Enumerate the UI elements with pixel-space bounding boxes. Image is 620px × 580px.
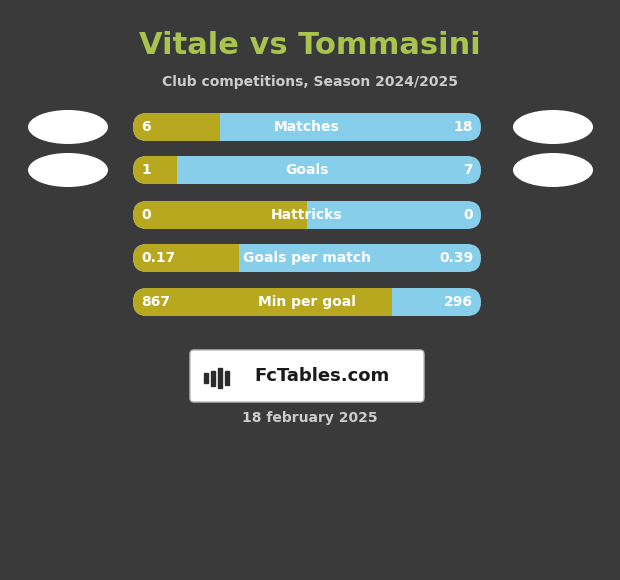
Bar: [211, 371, 215, 386]
Text: Club competitions, Season 2024/2025: Club competitions, Season 2024/2025: [162, 75, 458, 89]
Text: 867: 867: [141, 295, 170, 309]
Bar: [204, 373, 208, 383]
FancyBboxPatch shape: [133, 201, 321, 229]
Text: Goals per match: Goals per match: [243, 251, 371, 265]
Text: 1: 1: [141, 163, 151, 177]
FancyBboxPatch shape: [133, 156, 190, 184]
Bar: [225, 371, 229, 385]
Bar: [218, 368, 222, 388]
Text: 7: 7: [463, 163, 473, 177]
FancyBboxPatch shape: [133, 288, 406, 316]
Text: FcTables.com: FcTables.com: [254, 367, 389, 385]
Text: 0.17: 0.17: [141, 251, 175, 265]
Text: 0: 0: [141, 208, 151, 222]
Ellipse shape: [513, 110, 593, 144]
Text: 0: 0: [463, 208, 473, 222]
Text: 296: 296: [444, 295, 473, 309]
Ellipse shape: [28, 153, 108, 187]
Text: 6: 6: [141, 120, 151, 134]
FancyBboxPatch shape: [133, 156, 481, 184]
FancyBboxPatch shape: [133, 244, 253, 272]
FancyBboxPatch shape: [133, 113, 234, 141]
Text: Goals: Goals: [285, 163, 329, 177]
FancyBboxPatch shape: [133, 113, 481, 141]
Text: Hattricks: Hattricks: [272, 208, 343, 222]
Ellipse shape: [513, 153, 593, 187]
Text: 18: 18: [453, 120, 473, 134]
FancyBboxPatch shape: [133, 244, 481, 272]
Text: 18 february 2025: 18 february 2025: [242, 411, 378, 425]
Text: 0.39: 0.39: [439, 251, 473, 265]
FancyBboxPatch shape: [190, 350, 424, 402]
FancyBboxPatch shape: [133, 288, 481, 316]
Ellipse shape: [28, 110, 108, 144]
Text: Vitale vs Tommasini: Vitale vs Tommasini: [139, 31, 481, 60]
FancyBboxPatch shape: [133, 201, 481, 229]
Text: Min per goal: Min per goal: [258, 295, 356, 309]
Text: Matches: Matches: [274, 120, 340, 134]
